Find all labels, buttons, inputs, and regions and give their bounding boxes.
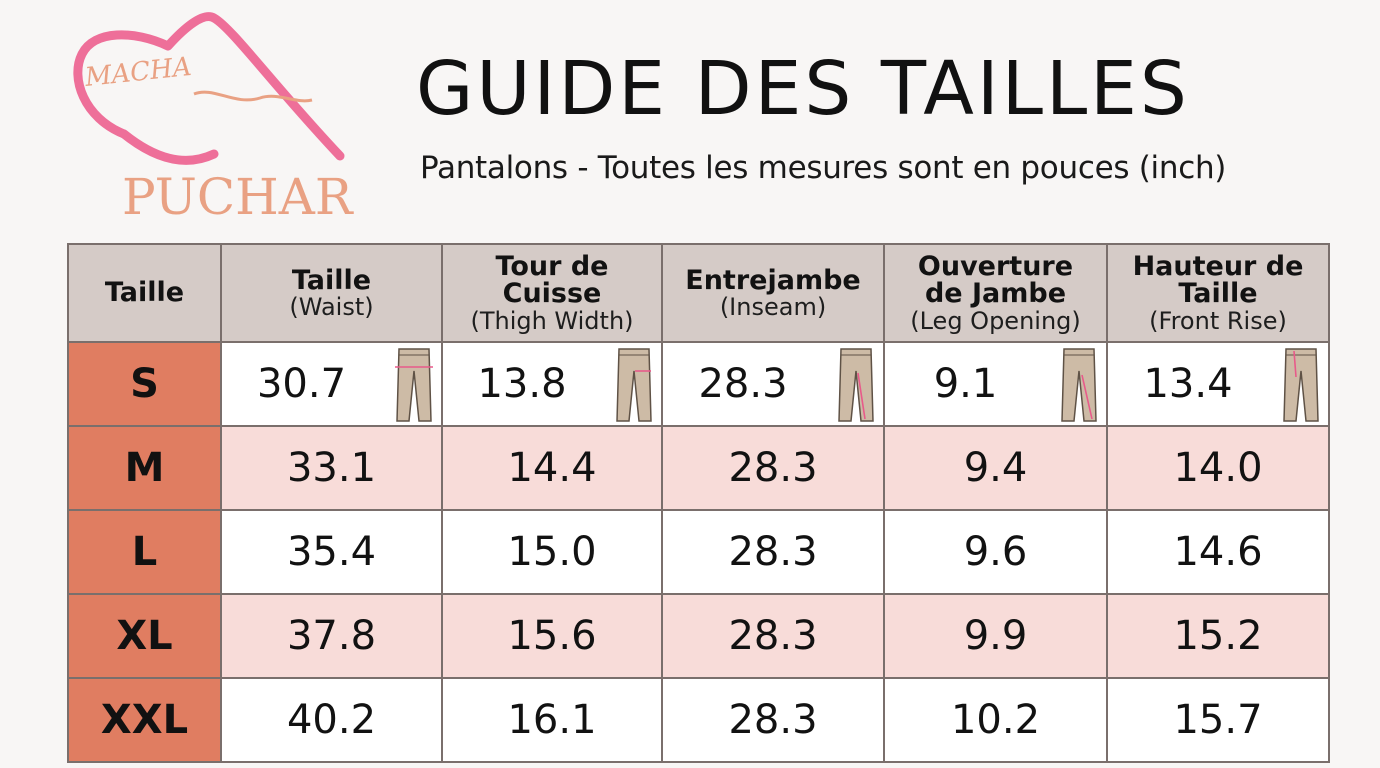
pants-inseam-icon bbox=[838, 348, 874, 422]
logo-wordmark-bottom: PUCHARE bbox=[122, 168, 354, 226]
front-rise-cell: 13.4 bbox=[1106, 341, 1330, 427]
table-row: L 35.4 15.0 28.3 9.6 14.6 bbox=[67, 509, 1330, 595]
page-title: GUIDE DES TAILLES bbox=[416, 46, 1190, 132]
header-waist: Taille (Waist) bbox=[220, 243, 443, 343]
thigh-cell: 13.8 bbox=[441, 341, 663, 427]
front-rise-value: 15.7 bbox=[1106, 677, 1330, 763]
thigh-value: 15.0 bbox=[441, 509, 663, 595]
brand-logo: MACHA PUCHARE bbox=[73, 12, 354, 226]
size-label: S bbox=[67, 341, 222, 427]
logo-wordmark-top: MACHA bbox=[83, 52, 193, 93]
waist-cell: 30.7 bbox=[220, 341, 443, 427]
inseam-value: 28.3 bbox=[661, 425, 885, 511]
front-rise-value: 14.0 bbox=[1106, 425, 1330, 511]
size-label: M bbox=[67, 425, 222, 511]
pants-waist-icon bbox=[395, 348, 433, 422]
waist-value: 30.7 bbox=[256, 361, 347, 407]
table-row: S 30.7 13.8 28.3 bbox=[67, 341, 1330, 427]
inseam-cell: 28.3 bbox=[661, 341, 885, 427]
waist-value: 35.4 bbox=[220, 509, 443, 595]
header-front-rise: Hauteur de Taille (Front Rise) bbox=[1106, 243, 1330, 343]
size-table: Taille Taille (Waist) Tour de Cuisse (Thig… bbox=[67, 243, 1330, 763]
table-row: XL 37.8 15.6 28.3 9.9 15.2 bbox=[67, 593, 1330, 679]
pants-leg-opening-icon bbox=[1061, 348, 1097, 422]
thigh-value: 16.1 bbox=[441, 677, 663, 763]
header-leg-opening: Ouverture de Jambe (Leg Opening) bbox=[883, 243, 1108, 343]
waist-value: 40.2 bbox=[220, 677, 443, 763]
leg-opening-value: 9.6 bbox=[883, 509, 1108, 595]
table-row: M 33.1 14.4 28.3 9.4 14.0 bbox=[67, 425, 1330, 511]
waist-value: 33.1 bbox=[220, 425, 443, 511]
front-rise-value: 14.6 bbox=[1106, 509, 1330, 595]
thigh-value: 13.8 bbox=[477, 361, 567, 407]
inseam-value: 28.3 bbox=[661, 509, 885, 595]
thigh-value: 15.6 bbox=[441, 593, 663, 679]
page-subtitle: Pantalons - Toutes les mesures sont en p… bbox=[420, 150, 1227, 186]
header-inseam: Entrejambe (Inseam) bbox=[661, 243, 885, 343]
front-rise-value: 15.2 bbox=[1106, 593, 1330, 679]
size-label: XL bbox=[67, 593, 222, 679]
leg-opening-value: 10.2 bbox=[883, 677, 1108, 763]
waist-value: 37.8 bbox=[220, 593, 443, 679]
inseam-value: 28.3 bbox=[698, 361, 788, 407]
header-thigh: Tour de Cuisse (Thigh Width) bbox=[441, 243, 663, 343]
table-row: XXL 40.2 16.1 28.3 10.2 15.7 bbox=[67, 677, 1330, 763]
front-rise-value: 13.4 bbox=[1143, 361, 1233, 407]
leg-opening-cell: 9.1 bbox=[883, 341, 1108, 427]
pants-thigh-icon bbox=[616, 348, 652, 422]
header-size: Taille bbox=[67, 243, 222, 343]
table-header-row: Taille Taille (Waist) Tour de Cuisse (Thig… bbox=[67, 243, 1330, 343]
pants-front-rise-icon bbox=[1283, 348, 1319, 422]
leg-opening-value: 9.9 bbox=[883, 593, 1108, 679]
leg-opening-value: 9.4 bbox=[883, 425, 1108, 511]
size-label: L bbox=[67, 509, 222, 595]
size-label: XXL bbox=[67, 677, 222, 763]
inseam-value: 28.3 bbox=[661, 593, 885, 679]
leg-opening-value: 9.1 bbox=[933, 361, 998, 407]
thigh-value: 14.4 bbox=[441, 425, 663, 511]
inseam-value: 28.3 bbox=[661, 677, 885, 763]
